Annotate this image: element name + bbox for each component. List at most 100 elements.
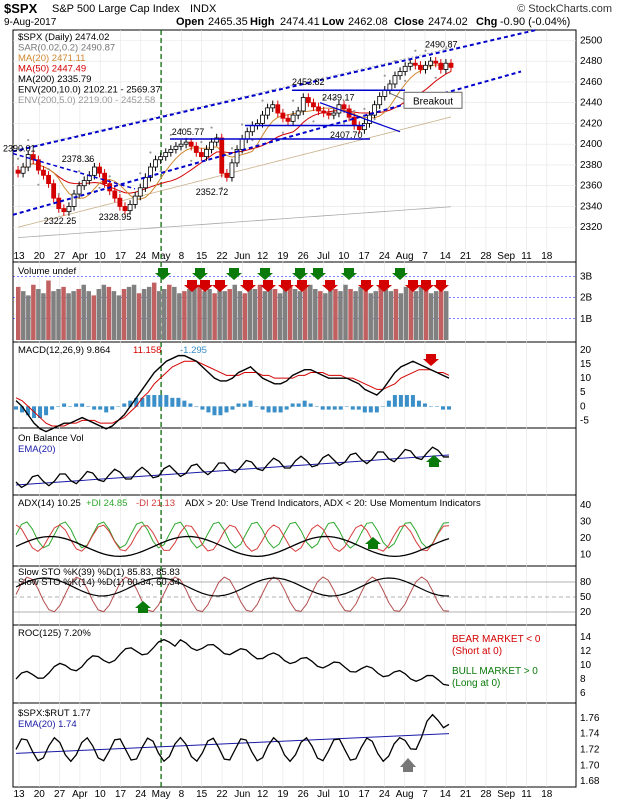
sar-dot bbox=[78, 170, 81, 173]
falling-trend-line bbox=[12, 152, 136, 190]
candle-body bbox=[71, 193, 77, 207]
macd-histogram-bar bbox=[266, 406, 271, 413]
price-y-tick: 2480 bbox=[580, 56, 603, 67]
candle-body bbox=[137, 187, 143, 197]
x-tick-label-top: 21 bbox=[460, 251, 472, 262]
price-y-tick: 2360 bbox=[580, 181, 603, 192]
volume-bar bbox=[141, 289, 147, 340]
x-tick-label-bottom: 8 bbox=[179, 789, 185, 800]
ratio-y-tick: 1.72 bbox=[580, 744, 600, 755]
sar-dot bbox=[322, 97, 325, 100]
volume-bar bbox=[237, 291, 243, 340]
volume-bar bbox=[443, 291, 449, 340]
x-tick-label-bottom: Apr bbox=[72, 789, 88, 800]
volume-bar bbox=[277, 293, 283, 340]
sar-dot bbox=[128, 217, 132, 221]
sar-dot bbox=[57, 192, 60, 196]
sar-dot bbox=[383, 74, 386, 77]
stoch-39-legend: Slow STO %K(39) %D(1) 85.83, 85.83 bbox=[18, 567, 180, 578]
stoch-39-line bbox=[15, 577, 450, 597]
sar-dot bbox=[200, 141, 203, 144]
candle-body bbox=[275, 104, 281, 114]
macd-histogram-bar bbox=[98, 406, 103, 410]
candle-body bbox=[300, 97, 306, 112]
volume-red-arrow bbox=[418, 280, 434, 292]
macd-histogram-bar bbox=[242, 403, 247, 407]
sar-dot bbox=[37, 183, 40, 186]
price-y-tick: 2320 bbox=[580, 222, 603, 233]
volume-bar bbox=[192, 286, 197, 340]
macd-histogram-bar bbox=[104, 406, 109, 413]
volume-green-arrow bbox=[310, 268, 326, 280]
volume-red-arrow bbox=[322, 280, 338, 292]
volume-bar bbox=[151, 282, 157, 340]
adx-green-arrow bbox=[365, 537, 381, 549]
volume-bar bbox=[333, 289, 338, 340]
volume-bar bbox=[202, 291, 207, 340]
macd-histogram-bar bbox=[338, 406, 343, 410]
adx-y-tick: 10 bbox=[580, 550, 592, 561]
candle-body bbox=[158, 156, 164, 161]
volume-bar bbox=[398, 293, 404, 340]
x-tick-label-bottom: 28 bbox=[480, 789, 492, 800]
upper-trend-line bbox=[12, 29, 537, 153]
candle-body bbox=[102, 172, 107, 185]
candle-body bbox=[163, 152, 169, 158]
volume-bar bbox=[353, 291, 358, 340]
bear-market-note: BEAR MARKET < 0 bbox=[452, 634, 541, 645]
volume-bar bbox=[297, 291, 303, 340]
bull-market-note: BULL MARKET > 0 bbox=[452, 666, 538, 677]
low-label: Low bbox=[322, 16, 344, 28]
volume-bar bbox=[16, 286, 21, 340]
volume-bar bbox=[388, 291, 394, 340]
x-tick-label-top: Jul bbox=[317, 251, 330, 262]
macd-histogram-bar bbox=[206, 406, 211, 413]
volume-bar bbox=[46, 280, 51, 340]
macd-histogram-bar bbox=[440, 406, 445, 410]
candle-body bbox=[361, 123, 367, 131]
volume-bar bbox=[131, 284, 137, 340]
sar-dot bbox=[342, 122, 346, 125]
candle-body bbox=[448, 62, 454, 68]
ratio-y-tick: 1.76 bbox=[580, 713, 600, 724]
candle-body bbox=[25, 154, 31, 168]
x-tick-label-bottom: 24 bbox=[135, 789, 147, 800]
candle-body bbox=[122, 206, 128, 212]
volume-bar bbox=[373, 291, 378, 340]
macd-histogram-bar bbox=[332, 406, 337, 410]
x-tick-label-top: 24 bbox=[135, 251, 147, 262]
candle-body bbox=[81, 180, 87, 187]
macd-histogram-bar bbox=[80, 403, 85, 407]
candle-body bbox=[92, 166, 97, 176]
price-legend-entry: ENV(200,10.0) 2102.21 - 2569.37 bbox=[18, 85, 161, 96]
volume-bar bbox=[156, 291, 162, 340]
candle-body bbox=[15, 169, 21, 174]
candle-body bbox=[331, 112, 337, 116]
bear-market-sub: (Short at 0) bbox=[452, 646, 502, 657]
ratio-ema-line bbox=[15, 733, 450, 754]
ratio-gray-arrow bbox=[400, 758, 416, 772]
macd-histogram-bar bbox=[368, 406, 373, 413]
volume-bar bbox=[292, 289, 298, 340]
candle-body bbox=[112, 190, 118, 199]
breakout-pointer bbox=[389, 92, 405, 101]
x-tick-label-bottom: Aug bbox=[396, 789, 414, 800]
x-tick-label-top: 7 bbox=[422, 251, 428, 262]
volume-bar bbox=[338, 291, 343, 340]
ratio-y-tick: 1.70 bbox=[580, 760, 600, 771]
macd-histogram-bar bbox=[68, 406, 73, 407]
x-tick-label-top: 24 bbox=[379, 251, 391, 262]
volume-green-arrow bbox=[292, 268, 308, 280]
volume-bar bbox=[116, 295, 122, 340]
volume-bar bbox=[21, 291, 26, 340]
candle-body bbox=[132, 195, 138, 205]
x-tick-label-bottom: 27 bbox=[54, 789, 66, 800]
candle-body bbox=[66, 206, 72, 213]
sar-dot bbox=[230, 147, 234, 150]
price-annotation: 2328.95 bbox=[99, 212, 132, 222]
sar-dot bbox=[414, 49, 417, 52]
volume-bar bbox=[418, 286, 424, 340]
volume-bar bbox=[167, 284, 172, 340]
candle-body bbox=[239, 138, 245, 150]
candle-body bbox=[35, 159, 41, 171]
